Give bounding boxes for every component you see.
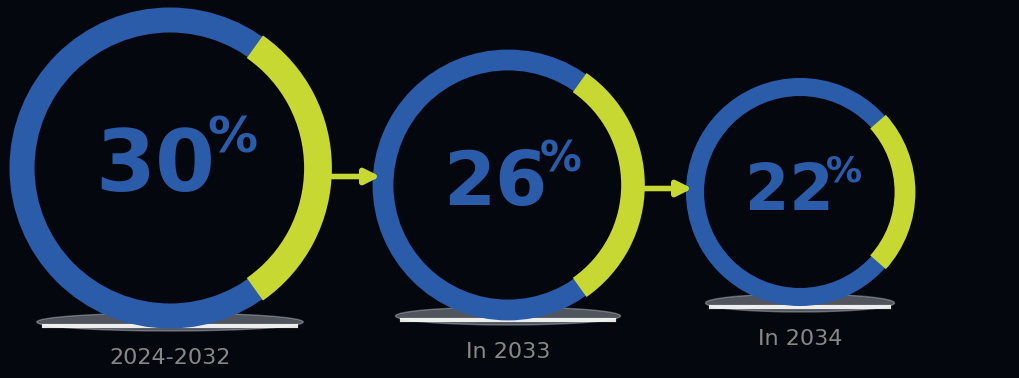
Ellipse shape: [705, 294, 895, 312]
Text: In 2034: In 2034: [758, 329, 842, 349]
Text: %: %: [207, 115, 257, 163]
Text: 30: 30: [95, 127, 215, 209]
Text: 26: 26: [443, 149, 547, 222]
Text: %: %: [826, 154, 862, 188]
Text: 2024-2032: 2024-2032: [109, 348, 230, 368]
Text: In 2033: In 2033: [466, 342, 550, 362]
Ellipse shape: [37, 313, 304, 331]
Text: 22: 22: [745, 161, 834, 223]
Text: %: %: [540, 139, 582, 181]
Ellipse shape: [395, 307, 621, 325]
